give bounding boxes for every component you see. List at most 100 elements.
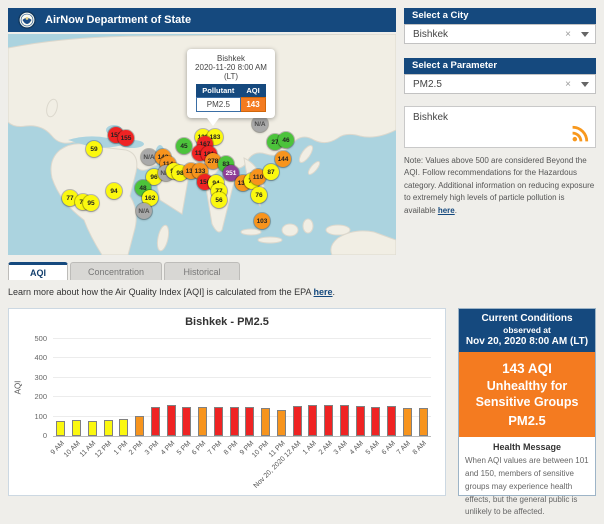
current-conditions-panel: Current Conditions observed at Nov 20, 2… — [458, 308, 596, 516]
clear-parameter-icon[interactable]: × — [565, 78, 571, 90]
x-axis-tick: 8 AM — [411, 440, 429, 457]
aqi-marker[interactable]: 278 — [205, 153, 221, 169]
aqi-markers-layer: 59152155N/A14211496N/A919845123183167118… — [8, 34, 396, 255]
chart-bar[interactable] — [418, 408, 428, 436]
chart-bar[interactable] — [229, 406, 239, 436]
chart-bar[interactable] — [135, 415, 145, 436]
popup-datetime: 2020-11-20 8:00 AM — [195, 63, 267, 72]
select-parameter-header: Select a Parameter — [404, 58, 596, 74]
popup-timezone: (LT) — [223, 72, 239, 81]
popup-aqi-value: 143 — [239, 97, 267, 112]
current-conditions-header: Current Conditions observed at Nov 20, 2… — [459, 309, 595, 352]
note-period: . — [454, 205, 457, 215]
popup-pollutant-value: PM2.5 — [195, 97, 241, 112]
aqi-marker[interactable]: 95 — [83, 195, 99, 211]
y-axis-tick: 300 — [34, 372, 47, 382]
x-axis-tick: 5 AM — [364, 440, 381, 457]
chart-bar[interactable] — [355, 406, 365, 436]
rss-icon[interactable] — [571, 125, 589, 143]
cc-health-block: Health Message When AQI values are betwe… — [459, 437, 595, 524]
chart-bar[interactable] — [276, 410, 286, 436]
chart-bar[interactable] — [324, 404, 334, 436]
note-here-link[interactable]: here — [437, 205, 455, 215]
chart-bar[interactable] — [103, 420, 113, 436]
y-axis-tick: 500 — [34, 334, 47, 343]
aqi-marker[interactable]: N/A — [252, 116, 268, 132]
chart-bar[interactable] — [87, 420, 97, 436]
tab-historical[interactable]: Historical — [164, 262, 240, 280]
gridline — [53, 357, 431, 359]
chevron-down-icon[interactable] — [581, 81, 589, 87]
x-axis-tick: 12 PM — [93, 440, 114, 460]
tab-bar: AQI Concentration Historical — [8, 262, 240, 280]
chart-bar[interactable] — [150, 406, 160, 436]
aqi-marker[interactable]: N/A — [141, 149, 157, 165]
cc-category: Unhealthy for Sensitive Groups — [475, 379, 579, 409]
chart-bar[interactable] — [339, 405, 349, 436]
aqi-marker[interactable]: 45 — [176, 138, 192, 154]
y-axis-tick: 400 — [34, 353, 47, 363]
chart-bar[interactable] — [292, 406, 302, 436]
x-axis-tick: 8 PM — [222, 440, 240, 457]
tab-aqi[interactable]: AQI — [8, 262, 68, 280]
aqi-marker[interactable]: 162 — [142, 190, 158, 206]
learn-more-period: . — [332, 287, 336, 297]
aqi-marker[interactable]: N/A — [136, 203, 152, 219]
x-axis-tick: 4 AM — [348, 440, 366, 457]
chart-bar[interactable] — [198, 407, 208, 436]
aqi-marker[interactable]: 103 — [254, 213, 270, 229]
gridline — [53, 396, 431, 398]
chart-bar[interactable] — [119, 419, 129, 436]
x-axis-tick: 4 PM — [159, 440, 177, 457]
feed-city-label: Bishkek — [413, 112, 449, 123]
chart-bar[interactable] — [166, 405, 176, 436]
aqi-marker[interactable]: 76 — [251, 187, 267, 203]
popup-col-aqi: AQI — [240, 84, 266, 98]
aqi-marker[interactable]: 94 — [106, 183, 122, 199]
dept-of-state-seal-icon — [18, 11, 36, 29]
x-axis-tick: 10 AM — [62, 440, 82, 459]
aqi-marker[interactable]: 144 — [275, 151, 291, 167]
parameter-select-value: PM2.5 — [413, 78, 442, 90]
x-axis-tick: 5 PM — [175, 440, 192, 457]
parameter-select[interactable]: PM2.5 × — [404, 74, 596, 94]
aqi-marker[interactable]: 56 — [211, 192, 227, 208]
chart-bar[interactable] — [72, 419, 82, 436]
chart-bar[interactable] — [387, 405, 397, 436]
aqi-marker[interactable]: 110 — [250, 169, 266, 185]
chart-title: Bishkek - PM2.5 — [185, 316, 269, 328]
world-aqi-map[interactable]: 59152155N/A14211496N/A919845123183167118… — [8, 34, 396, 255]
x-axis-tick: 2 AM — [317, 440, 334, 457]
learn-more-here-link[interactable]: here — [313, 287, 333, 297]
chart-bar[interactable] — [402, 408, 412, 436]
x-axis-tick: 2 PM — [128, 440, 145, 457]
x-axis-tick: 1 AM — [301, 440, 318, 457]
aqi-marker[interactable]: 59 — [86, 141, 102, 157]
tab-concentration[interactable]: Concentration — [70, 262, 162, 280]
learn-more-text: Learn more about how the Air Quality Ind… — [8, 287, 335, 297]
aqi-marker[interactable]: 251 — [223, 165, 239, 181]
city-select[interactable]: Bishkek × — [404, 24, 596, 44]
chart-bar[interactable] — [308, 405, 318, 436]
learn-more-body: Learn more about how the Air Quality Ind… — [8, 287, 314, 297]
chart-bar[interactable] — [182, 406, 192, 436]
aqi-marker[interactable]: 155 — [118, 130, 134, 146]
x-axis-tick: 6 PM — [191, 440, 208, 457]
aqi-marker[interactable]: 77 — [62, 190, 78, 206]
chart-bar[interactable] — [56, 420, 66, 436]
page-title: AirNow Department of State — [45, 14, 192, 26]
chart-plot-area: 0 100 200 300 400 500 9 AM 10 AM 11 AM 12 PM 1 PM 2… — [34, 334, 431, 490]
cc-health-title: Health Message — [492, 442, 562, 453]
chart-bar[interactable] — [261, 408, 271, 436]
clear-city-icon[interactable]: × — [565, 28, 571, 40]
y-axis-tick: 100 — [34, 411, 47, 421]
popup-city: Bishkek — [216, 54, 245, 63]
x-axis-tick: 1 PM — [112, 440, 129, 457]
aqi-marker[interactable]: 46 — [278, 132, 294, 148]
chart-bar[interactable] — [371, 406, 381, 436]
chevron-down-icon[interactable] — [581, 31, 589, 37]
aqi-marker[interactable]: 87 — [263, 164, 279, 180]
chart-bar[interactable] — [245, 406, 255, 436]
chart-bar[interactable] — [213, 406, 223, 436]
cc-aqi-value: 143 AQI — [502, 361, 552, 376]
